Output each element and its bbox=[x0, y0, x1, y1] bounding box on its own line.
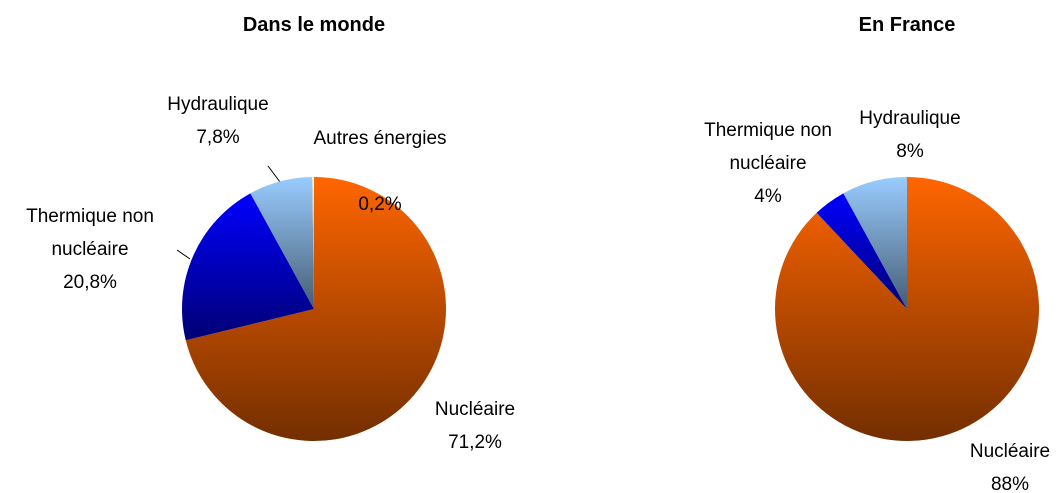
pie-slice bbox=[182, 193, 314, 341]
pie-slice bbox=[816, 193, 907, 309]
pie-slice bbox=[185, 177, 447, 442]
leader-line bbox=[176, 249, 191, 260]
slice-name: Autres énergies bbox=[313, 128, 447, 149]
slice-name: Nucléaire bbox=[969, 441, 1051, 462]
slice-name: Nucléaire bbox=[434, 399, 516, 420]
chart-title: En France bbox=[858, 14, 956, 36]
slice-value-label: 8% bbox=[896, 141, 924, 162]
slice-value-label: 0,2% bbox=[358, 194, 402, 215]
slice-value-label: 7,8% bbox=[196, 127, 240, 148]
slice-value-label: 71,2% bbox=[448, 432, 502, 453]
pie-slice bbox=[843, 177, 907, 309]
pie-slice bbox=[250, 177, 314, 309]
slice-name: Thermique non nucléaire bbox=[26, 206, 154, 260]
chart-title: Dans le monde bbox=[242, 14, 386, 36]
slice-value-label: 20,8% bbox=[63, 272, 117, 293]
slice-value-label: 88% bbox=[990, 474, 1030, 493]
slice-name: Hydraulique bbox=[859, 108, 961, 129]
pie-slice bbox=[312, 177, 314, 309]
slice-name: Hydraulique bbox=[167, 94, 269, 115]
slice-value-label: 4% bbox=[754, 186, 782, 207]
slice-name: Thermique non nucléaire bbox=[704, 120, 832, 174]
